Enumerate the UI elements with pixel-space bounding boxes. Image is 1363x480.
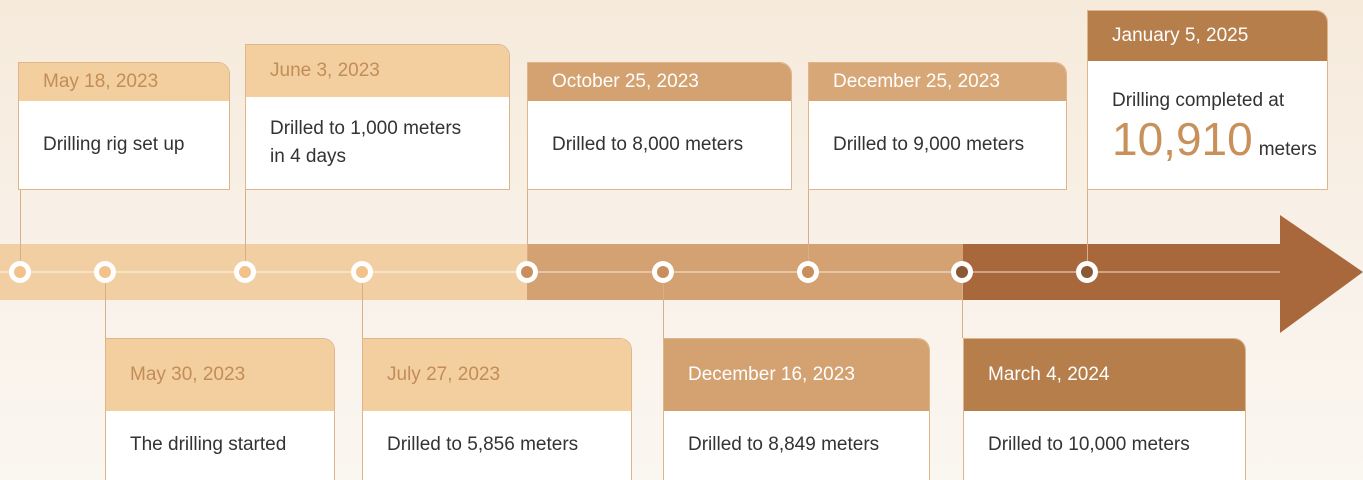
event-card: June 3, 2023 Drilled to 1,000 meters in 4 … <box>245 44 510 190</box>
node-dot <box>1081 266 1093 278</box>
event-body: Drilled to 5,856 meters <box>363 411 631 479</box>
event-date: March 4, 2024 <box>964 339 1245 411</box>
connector <box>808 190 809 261</box>
event-card: May 30, 2023 The drilling started <box>105 338 335 480</box>
event-date: May 18, 2023 <box>19 63 229 101</box>
event-card: December 25, 2023 Drilled to 9,000 meters <box>808 62 1067 190</box>
event-text: Drilled to 8,849 meters <box>688 434 880 455</box>
event-body: Drilled to 8,849 meters <box>664 411 929 479</box>
event-body: Drilled to 9,000 meters <box>809 101 1066 189</box>
arrow-head <box>1280 215 1363 333</box>
event-card: July 27, 2023 Drilled to 5,856 meters <box>362 338 632 480</box>
event-text: in 4 days <box>270 146 347 167</box>
event-text: Drilled to 9,000 meters <box>833 134 1025 155</box>
event-body: The drilling started <box>106 411 334 479</box>
connector <box>1087 190 1088 261</box>
connector <box>962 283 963 338</box>
event-date: June 3, 2023 <box>246 45 509 97</box>
node-dot <box>657 266 669 278</box>
event-text: Drilling completed at <box>1112 89 1285 111</box>
connector <box>105 283 106 338</box>
event-text: Drilling rig set up <box>43 134 185 155</box>
event-date: January 5, 2025 <box>1088 11 1327 61</box>
event-body: Drilled to 10,000 meters <box>964 411 1245 479</box>
figure-unit: meters <box>1258 138 1317 160</box>
event-card: March 4, 2024 Drilled to 10,000 meters <box>963 338 1246 480</box>
event-card: December 16, 2023 Drilled to 8,849 meters <box>663 338 930 480</box>
event-card: January 5, 2025 Drilling completed at 10,9… <box>1087 10 1328 190</box>
event-body: Drilled to 1,000 meters in 4 days <box>246 97 509 189</box>
event-text: Drilled to 1,000 meters <box>270 118 462 139</box>
event-text: The drilling started <box>130 434 287 455</box>
event-text: Drilled to 8,000 meters <box>552 134 744 155</box>
node-dot <box>521 266 533 278</box>
node-dot <box>356 266 368 278</box>
node-dot <box>99 266 111 278</box>
event-date: October 25, 2023 <box>528 63 791 101</box>
connector <box>362 283 363 338</box>
figure: 10,910 <box>1112 112 1253 165</box>
connector <box>663 283 664 338</box>
event-text: Drilled to 5,856 meters <box>387 434 579 455</box>
node-dot <box>956 266 968 278</box>
event-body: Drilling completed at 10,910 meters <box>1088 61 1327 189</box>
event-card: October 25, 2023 Drilled to 8,000 meters <box>527 62 792 190</box>
connector <box>527 190 528 261</box>
node-dot <box>802 266 814 278</box>
node-dot <box>239 266 251 278</box>
event-text: Drilled to 10,000 meters <box>988 434 1190 455</box>
event-body: Drilled to 8,000 meters <box>528 101 791 189</box>
event-card: May 18, 2023 Drilling rig set up <box>18 62 230 190</box>
node-dot <box>14 266 26 278</box>
event-date: December 16, 2023 <box>664 339 929 411</box>
connector <box>245 190 246 261</box>
connector <box>20 190 21 261</box>
event-body: Drilling rig set up <box>19 101 229 189</box>
event-date: December 25, 2023 <box>809 63 1066 101</box>
event-date: May 30, 2023 <box>106 339 334 411</box>
event-date: July 27, 2023 <box>363 339 631 411</box>
figure-row: 10,910 meters <box>1112 115 1327 164</box>
